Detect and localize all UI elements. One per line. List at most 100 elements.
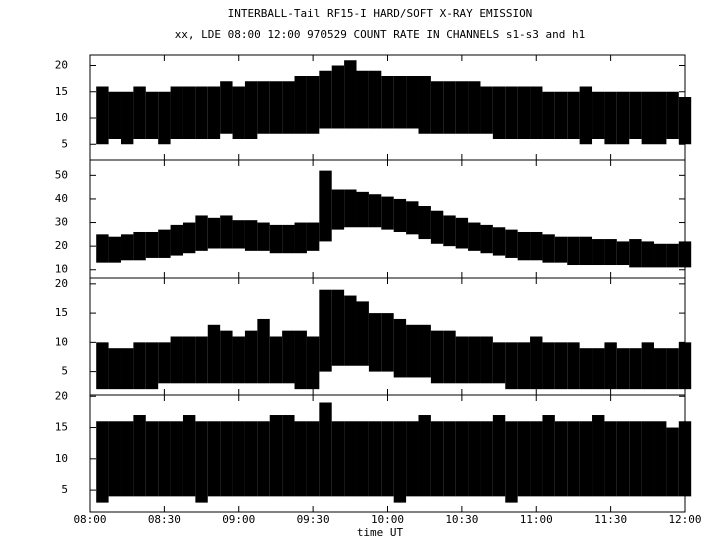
count-rate-range <box>96 342 109 390</box>
count-rate-range <box>257 421 270 497</box>
count-rate-range <box>406 324 419 378</box>
count-rate-range <box>381 196 394 230</box>
chart-subtitle: xx, LDE 08:00 12:00 970529 COUNT RATE IN… <box>175 28 586 41</box>
count-rate-range <box>554 421 568 497</box>
count-rate-range <box>430 81 444 134</box>
count-rate-range <box>666 91 679 139</box>
y-tick-label: 50 <box>55 168 68 181</box>
count-rate-range <box>505 229 518 258</box>
count-rate-range <box>480 421 493 497</box>
count-rate-range <box>654 348 667 390</box>
count-rate-range <box>331 65 345 129</box>
count-rate-range <box>530 336 543 390</box>
y-tick-label: 15 <box>55 85 68 98</box>
count-rate-range <box>195 336 208 384</box>
count-rate-range <box>616 348 630 390</box>
count-rate-range <box>406 201 419 235</box>
count-rate-range <box>294 330 307 390</box>
count-rate-range <box>406 421 419 497</box>
count-rate-range <box>282 224 295 254</box>
count-rate-range <box>220 330 233 384</box>
count-rate-range <box>530 231 543 261</box>
count-rate-range <box>430 421 444 497</box>
y-tick-label: 30 <box>55 216 68 229</box>
x-tick-label: 10:30 <box>445 513 478 526</box>
count-rate-range <box>356 70 369 129</box>
count-rate-range <box>393 421 407 503</box>
count-rate-range <box>368 70 382 129</box>
count-rate-range <box>629 91 642 139</box>
count-rate-range <box>641 241 655 268</box>
count-rate-range <box>629 348 642 390</box>
count-rate-range <box>96 421 109 503</box>
count-rate-range <box>480 336 493 384</box>
x-tick-label: 09:00 <box>222 513 255 526</box>
x-tick-label: 09:30 <box>297 513 330 526</box>
x-tick-label: 10:00 <box>371 513 404 526</box>
count-rate-range <box>306 336 320 390</box>
count-rate-range <box>306 222 320 251</box>
count-rate-range <box>108 91 121 139</box>
count-rate-range <box>517 342 531 390</box>
count-rate-range <box>592 239 605 266</box>
count-rate-range <box>579 421 593 497</box>
y-tick-label: 5 <box>61 483 68 496</box>
count-rate-range <box>133 415 146 497</box>
count-rate-range <box>319 402 332 497</box>
count-rate-range <box>455 421 469 497</box>
count-rate-range <box>207 86 221 139</box>
count-rate-range <box>468 81 481 134</box>
count-rate-range <box>579 348 593 390</box>
count-rate-range <box>244 421 258 497</box>
count-rate-range <box>96 86 109 145</box>
count-rate-range <box>158 421 171 497</box>
x-tick-label: 11:00 <box>520 513 553 526</box>
y-tick-label: 10 <box>55 111 68 124</box>
chart-title: INTERBALL-Tail RF15-I HARD/SOFT X-RAY EM… <box>228 7 533 20</box>
count-rate-range <box>430 330 444 384</box>
count-rate-range <box>306 76 320 134</box>
panel-frame <box>89 394 686 513</box>
count-rate-range <box>554 342 568 390</box>
count-rate-range <box>567 421 580 497</box>
count-rate-range <box>356 421 369 497</box>
count-rate-range <box>232 336 245 384</box>
x-tick-label: 08:00 <box>73 513 106 526</box>
count-rate-range <box>207 217 221 249</box>
count-rate-range <box>282 330 295 384</box>
count-rate-range <box>145 231 159 258</box>
count-rate-range <box>418 324 431 378</box>
count-rate-range <box>257 222 270 251</box>
count-rate-range <box>344 189 357 228</box>
y-tick-label: 5 <box>61 137 68 150</box>
count-rate-range <box>220 421 233 497</box>
count-rate-range <box>492 415 506 497</box>
count-rate-range <box>133 231 146 261</box>
count-rate-range <box>182 86 196 139</box>
count-rate-range <box>505 86 518 139</box>
count-rate-range <box>592 415 605 497</box>
count-rate-range <box>381 313 394 372</box>
count-rate-range <box>554 236 568 263</box>
count-rate-range <box>120 348 134 390</box>
count-rate-range <box>579 86 593 145</box>
count-rate-range <box>492 342 506 384</box>
count-rate-range <box>195 215 208 251</box>
count-rate-range <box>641 342 655 390</box>
count-rate-range <box>195 86 208 139</box>
y-tick-label: 20 <box>55 277 68 290</box>
count-rate-range <box>145 342 159 390</box>
count-rate-range <box>220 215 233 249</box>
count-rate-range <box>604 91 617 145</box>
count-rate-range <box>542 91 555 139</box>
y-tick-label: 10 <box>55 263 68 276</box>
count-rate-range <box>269 224 283 254</box>
count-rate-range <box>530 86 543 139</box>
y-tick-label: 15 <box>55 306 68 319</box>
y-tick-label: 20 <box>55 239 68 252</box>
count-rate-range <box>182 336 196 384</box>
count-rate-range <box>145 91 159 139</box>
count-rate-range <box>455 217 469 249</box>
